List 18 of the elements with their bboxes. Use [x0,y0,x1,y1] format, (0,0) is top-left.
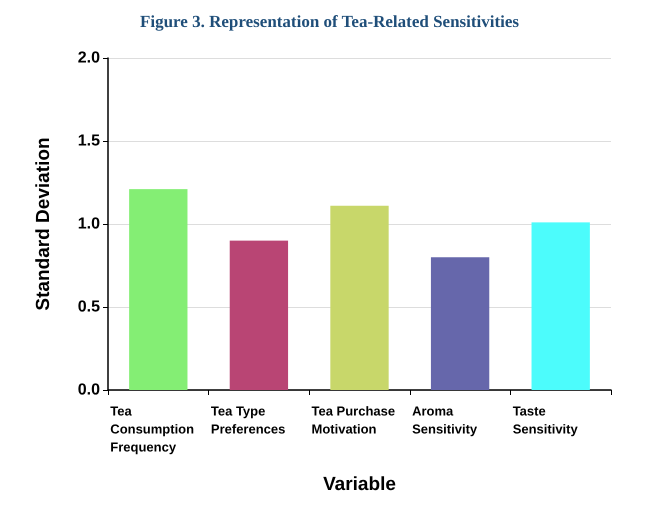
y-tick-label: 1.0 [78,216,100,232]
chart-title: Figure 3. Representation of Tea-Related Sensitivities [140,12,520,31]
y-tick-label: 0.0 [78,382,100,398]
x-tick-label: Tea Consumption Frequency [110,404,198,454]
bar [532,222,590,390]
bar [430,257,490,390]
y-tick-label: 2.0 [78,50,100,66]
bar [330,206,389,390]
x-tick-label: Taste Sensitivity [512,404,578,436]
x-tick-label: Tea Type Preferences [210,404,286,436]
x-tick-label: Tea Purchase Motivation [312,404,399,436]
x-tick-label: Aroma Sensitivity [412,404,478,436]
y-tick-label: 1.5 [78,132,100,150]
bar [230,240,288,390]
x-axis-title: Variable [323,474,396,495]
y-tick-label: 0.5 [78,298,100,316]
y-axis-title: Standard Deviation [33,137,54,311]
bar [129,189,188,390]
